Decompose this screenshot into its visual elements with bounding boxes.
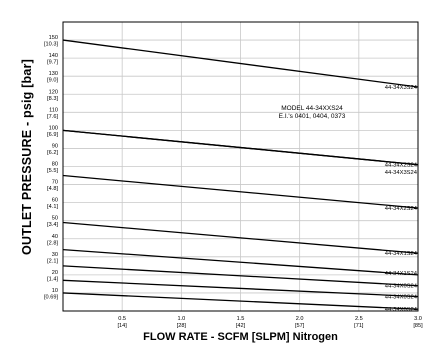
- y-tick-label: 70: [52, 180, 58, 186]
- y-tick-label: 10: [52, 288, 58, 294]
- x-tick-label: 1.0: [177, 316, 185, 322]
- y-tick-sublabel: [7.6]: [47, 114, 58, 120]
- series-label: 44-34X0S24: [385, 307, 418, 313]
- x-tick-sublabel: [42]: [236, 323, 246, 329]
- y-tick-label: 20: [52, 270, 58, 276]
- x-tick-label: 3.0: [414, 316, 422, 322]
- series-label: 44-34X0S24: [385, 295, 418, 301]
- y-tick-label: 140: [49, 53, 58, 59]
- series-label: 44-34X2S24: [385, 163, 418, 169]
- y-tick-label: 130: [49, 71, 58, 77]
- series-lines: [62, 39, 419, 310]
- series-line: [62, 265, 419, 287]
- y-tick-label: 40: [52, 234, 58, 240]
- series-line: [62, 292, 419, 310]
- y-tick-sublabel: [6.2]: [47, 150, 58, 156]
- x-tick-label: 2.0: [296, 316, 304, 322]
- y-tick-sublabel: [2.8]: [47, 240, 58, 246]
- annotation-line: MODEL 44-34XXS24: [281, 105, 343, 112]
- plot-frame: [62, 21, 419, 312]
- gridlines: [63, 22, 419, 311]
- x-tick-sublabel: [85]: [413, 323, 423, 329]
- annotation-line: E.I.'s 0401, 0404, 0373: [279, 113, 346, 120]
- series-label: 44-34X1S24: [385, 271, 418, 277]
- y-tick-label: 120: [49, 89, 58, 95]
- y-tick-sublabel: [0.69]: [44, 294, 58, 300]
- y-tick-label: 50: [52, 216, 58, 222]
- series-line: [62, 39, 419, 88]
- tick-labels: 10[0.69]20[1.4]30[2.1]40[2.8]50[3.4]60[4…: [44, 35, 423, 329]
- x-tick-sublabel: [14]: [117, 323, 127, 329]
- series-line: [62, 279, 419, 298]
- y-tick-label: 110: [49, 107, 58, 113]
- y-tick-sublabel: [8.3]: [47, 96, 58, 102]
- y-tick-sublabel: [5.5]: [47, 168, 58, 174]
- series-line: [62, 248, 419, 276]
- y-tick-sublabel: [9.7]: [47, 60, 58, 66]
- series-label: 44-34X1S24: [385, 251, 418, 257]
- y-tick-label: 30: [52, 252, 58, 258]
- x-tick-sublabel: [71]: [354, 323, 364, 329]
- x-tick-label: 0.5: [118, 316, 126, 322]
- y-tick-sublabel: [4.8]: [47, 186, 58, 192]
- x-tick-label: 1.5: [237, 316, 245, 322]
- y-tick-sublabel: [3.4]: [47, 222, 58, 228]
- series-label: 44-34X3S24: [385, 85, 418, 91]
- series-label: 44-34X3S24: [385, 170, 418, 176]
- y-tick-label: 80: [52, 162, 58, 168]
- y-tick-label: 60: [52, 198, 58, 204]
- series-label: 44-34X0S24: [385, 284, 418, 290]
- y-tick-sublabel: [2.1]: [47, 258, 58, 264]
- y-tick-sublabel: [6.9]: [47, 132, 58, 138]
- x-tick-label: 2.5: [355, 316, 363, 322]
- series-line: [62, 129, 419, 166]
- y-tick-sublabel: [9.0]: [47, 78, 58, 84]
- series-label: 44-34X2S24: [385, 206, 418, 212]
- y-tick-sublabel: [4.1]: [47, 204, 58, 210]
- y-axis-label: OUTLET PRESSURE - psig [bar]: [20, 59, 34, 255]
- y-tick-label: 100: [49, 125, 58, 131]
- y-tick-label: 150: [49, 35, 58, 41]
- y-tick-label: 90: [52, 143, 58, 149]
- x-tick-sublabel: [57]: [295, 323, 305, 329]
- x-axis-label: FLOW RATE - SCFM [SLPM] Nitrogen: [143, 331, 338, 343]
- series-line: [62, 221, 419, 254]
- y-tick-sublabel: [10.3]: [44, 42, 58, 48]
- y-tick-sublabel: [1.4]: [47, 276, 58, 282]
- series-line: [62, 174, 419, 209]
- x-tick-sublabel: [28]: [177, 323, 187, 329]
